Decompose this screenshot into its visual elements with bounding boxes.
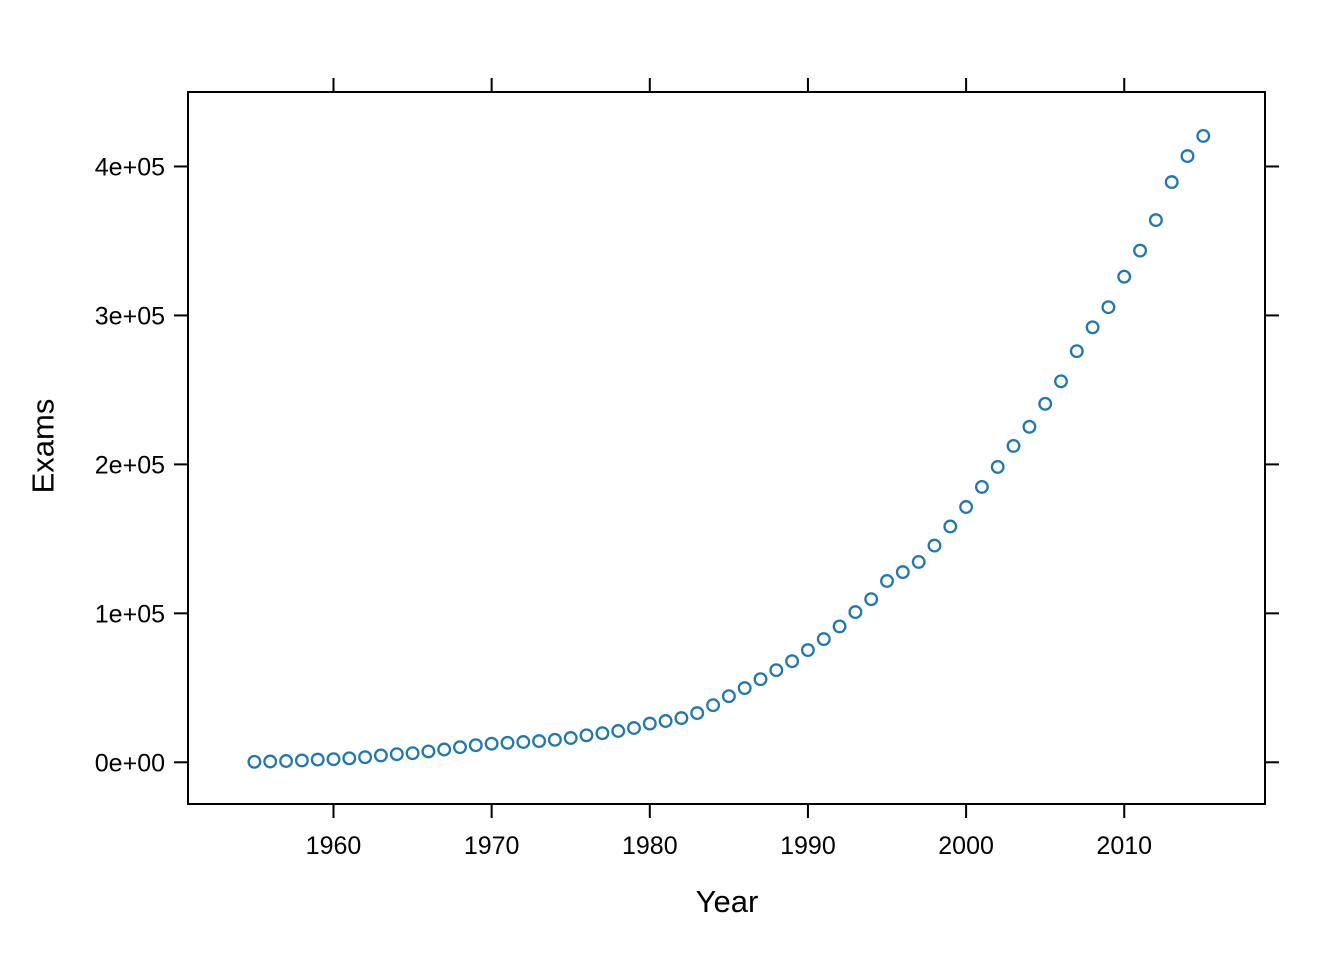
x-tick-label: 1990	[780, 832, 836, 860]
data-point	[373, 748, 388, 763]
data-point	[1148, 213, 1163, 228]
data-point	[1133, 243, 1148, 258]
x-tick-label: 2000	[938, 832, 994, 860]
data-point	[532, 734, 547, 749]
data-point	[611, 724, 626, 738]
data-point	[800, 643, 815, 658]
data-point	[816, 632, 831, 647]
y-tick-label: 4e+05	[95, 153, 165, 181]
y-tick-label: 1e+05	[95, 600, 165, 628]
data-point	[785, 654, 800, 669]
plot-box	[187, 91, 1266, 805]
data-point	[1022, 419, 1037, 434]
data-point	[342, 751, 357, 766]
data-point	[563, 731, 578, 745]
data-point	[1038, 396, 1053, 411]
data-point	[627, 721, 641, 735]
x-axis-title: Year	[695, 884, 759, 919]
data-point	[690, 706, 705, 721]
data-point	[437, 742, 452, 757]
data-point	[832, 619, 847, 634]
data-point	[1085, 320, 1100, 335]
data-point	[658, 714, 673, 728]
data-point	[864, 592, 879, 607]
data-point	[974, 479, 989, 494]
data-point	[1006, 438, 1021, 453]
data-point	[959, 500, 974, 514]
data-point	[1054, 374, 1068, 389]
data-point	[848, 605, 863, 620]
data-point	[706, 698, 721, 713]
data-point	[389, 747, 404, 762]
data-point	[927, 538, 942, 553]
data-point	[263, 754, 278, 769]
data-point	[547, 732, 562, 747]
data-point	[405, 746, 420, 761]
data-point	[247, 754, 262, 769]
x-tick-label: 1970	[464, 832, 520, 860]
y-tick-label: 2e+05	[95, 451, 165, 479]
data-point	[721, 689, 736, 704]
data-point	[895, 565, 910, 580]
data-point	[1196, 128, 1211, 143]
data-point	[595, 726, 610, 741]
data-point	[468, 738, 483, 753]
data-point	[294, 753, 309, 768]
data-point	[421, 744, 436, 759]
data-point	[1069, 344, 1084, 359]
data-point	[1164, 175, 1179, 190]
data-point	[358, 750, 373, 765]
y-tick-label: 0e+00	[95, 749, 165, 777]
x-tick-label: 1960	[306, 832, 362, 860]
data-point	[943, 519, 958, 534]
data-point	[1117, 269, 1132, 284]
data-point	[326, 752, 341, 767]
data-point	[1101, 300, 1116, 315]
data-point	[990, 459, 1005, 474]
data-point	[453, 740, 467, 755]
data-point	[484, 736, 499, 751]
data-point	[642, 716, 657, 731]
y-tick-label: 3e+05	[95, 302, 165, 330]
data-point	[500, 735, 515, 750]
data-point	[279, 754, 294, 768]
data-point	[310, 752, 325, 767]
y-axis-title: Exams	[25, 398, 61, 494]
data-point	[769, 663, 784, 678]
data-point	[911, 554, 926, 569]
data-point	[579, 728, 594, 743]
data-point	[516, 735, 531, 749]
data-point	[674, 711, 689, 726]
data-point	[1180, 149, 1195, 164]
x-tick-label: 2010	[1096, 832, 1152, 860]
data-point	[737, 681, 752, 696]
x-tick-label: 1980	[622, 832, 678, 860]
data-point	[880, 574, 894, 588]
data-point	[753, 672, 768, 687]
